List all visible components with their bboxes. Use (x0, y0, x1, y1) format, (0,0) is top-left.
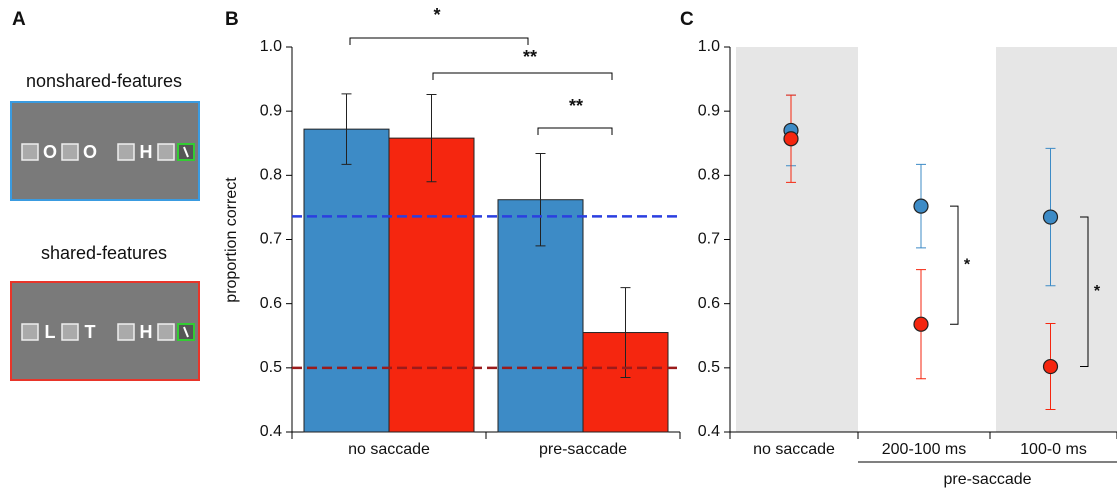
y-tick-label: 0.9 (260, 102, 282, 119)
shaded-band (736, 47, 858, 432)
x-tick-label: no saccade (753, 441, 835, 458)
error-bar (535, 153, 546, 247)
stimulus-letter: O (83, 142, 97, 162)
group-label: pre-saccade (943, 471, 1031, 488)
significance-label: * (964, 256, 971, 273)
noise-patch (157, 143, 175, 161)
shaded-band (996, 47, 1117, 432)
panel-label: A (12, 9, 26, 30)
significance-bracket (349, 37, 529, 45)
error-bar (341, 93, 352, 165)
significance-bracket (537, 127, 613, 135)
significance-label: * (433, 5, 440, 25)
y-tick-label: 0.7 (260, 231, 282, 248)
panel-label: C (680, 9, 694, 30)
panel-label: B (225, 9, 239, 30)
stimulus-letter: H (140, 322, 153, 342)
x-tick-label: no saccade (348, 441, 430, 458)
data-point (913, 198, 929, 214)
y-tick-label: 0.9 (698, 102, 720, 119)
stimulus-letter: T (85, 322, 96, 342)
noise-patch (157, 323, 175, 341)
condition-name: nonshared-features (26, 71, 182, 91)
significance-label: ** (523, 47, 537, 67)
significance-bracket (1080, 216, 1089, 368)
y-tick-label: 1.0 (698, 38, 720, 55)
data-point (913, 316, 929, 332)
y-tick-label: 0.5 (698, 359, 720, 376)
noise-patch (21, 323, 39, 341)
y-tick-label: 0.8 (260, 167, 282, 184)
y-tick-label: 0.8 (698, 167, 720, 184)
y-tick-label: 0.7 (698, 231, 720, 248)
stimulus-letter: H (140, 142, 153, 162)
noise-patch (61, 143, 79, 161)
y-tick-label: 0.5 (260, 359, 282, 376)
y-tick-label: 0.6 (260, 295, 282, 312)
significance-bracket (950, 205, 959, 325)
data-point (783, 131, 799, 147)
significance-bracket (432, 72, 613, 80)
noise-patch (117, 323, 135, 341)
y-tick-label: 0.6 (698, 295, 720, 312)
y-tick-label: 1.0 (260, 38, 282, 55)
error-bar (426, 93, 437, 183)
condition-name: shared-features (41, 243, 167, 263)
noise-patch (61, 323, 79, 341)
noise-patch (21, 143, 39, 161)
y-tick-label: 0.4 (698, 423, 720, 440)
error-bar (620, 287, 631, 378)
data-point (1042, 209, 1059, 225)
target-bar (183, 326, 189, 338)
x-tick-label: 100-0 ms (1020, 441, 1087, 458)
target-bar (183, 146, 189, 158)
stimulus-letter: L (45, 322, 56, 342)
significance-label: ** (569, 96, 583, 116)
y-axis-label: proportion correct (223, 177, 240, 303)
stimulus-letter: O (43, 142, 57, 162)
x-tick-label: pre-saccade (539, 441, 627, 458)
bar (388, 137, 475, 433)
data-point (1042, 358, 1059, 375)
significance-label: * (1094, 283, 1101, 300)
noise-patch (117, 143, 135, 161)
bar (303, 128, 390, 433)
x-tick-label: 200-100 ms (882, 441, 967, 458)
y-tick-label: 0.4 (260, 423, 282, 440)
